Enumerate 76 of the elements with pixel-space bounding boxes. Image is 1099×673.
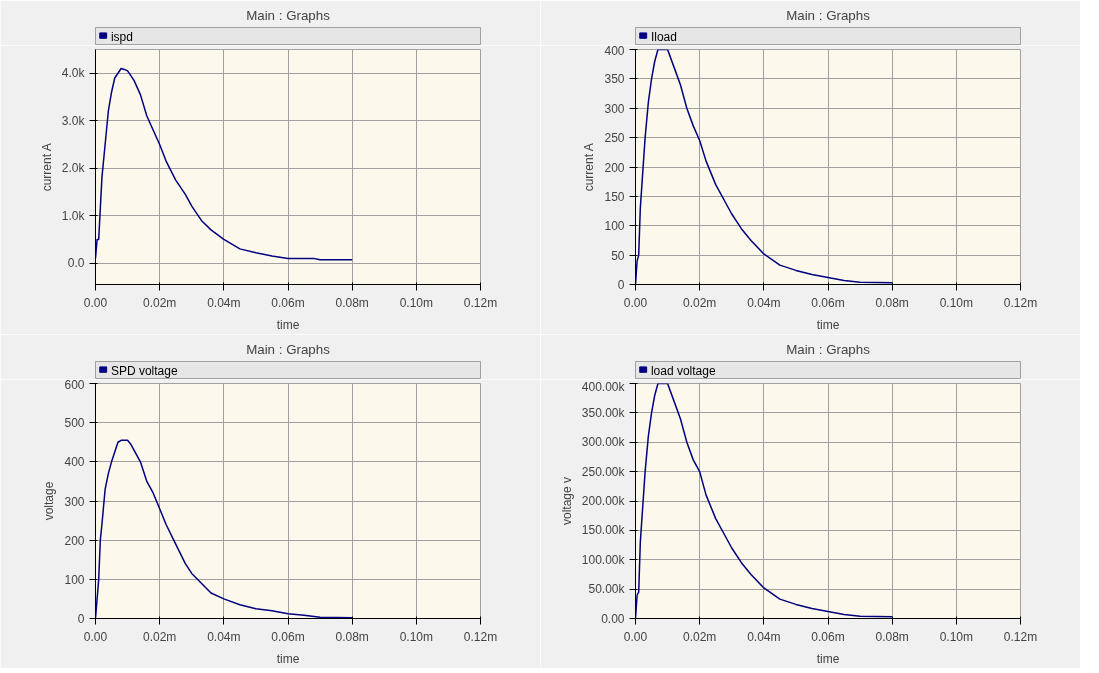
x-axis-title: time <box>816 317 840 332</box>
x-tick-label: 0.02m <box>682 629 717 644</box>
x-tick-label: 0.10m <box>939 295 974 310</box>
x-tick-label: 0.00 <box>623 629 648 644</box>
x-axis-title: time <box>816 651 840 666</box>
y-axis-title: current A <box>39 143 54 192</box>
chart-title: Main : Graphs <box>786 341 871 357</box>
y-tick-label: 50.00k <box>588 582 626 597</box>
x-tick-label: 0.04m <box>207 629 241 644</box>
x-tick-label: 0.00 <box>623 295 648 310</box>
x-tick-label: 0.06m <box>271 629 305 644</box>
y-tick-label: 0 <box>617 278 625 292</box>
x-axis-title: time <box>276 651 300 666</box>
x-tick-label: 0.06m <box>811 295 845 310</box>
y-tick-label: 400 <box>604 43 625 58</box>
y-tick-label: 500 <box>64 416 85 431</box>
x-axis-title: time <box>276 317 300 332</box>
y-tick-label: 250 <box>604 131 625 146</box>
x-tick-label: 0.08m <box>335 629 369 644</box>
y-tick-label: 100 <box>64 572 85 587</box>
x-tick-label: 0.08m <box>335 295 369 310</box>
x-tick-label: 0.06m <box>811 629 845 644</box>
line-series <box>95 67 353 261</box>
y-tick-label: 200 <box>64 533 85 548</box>
x-tick-label: 0.02m <box>682 295 717 310</box>
legend-label: ispd <box>110 29 133 44</box>
y-tick-label: 400 <box>64 455 85 470</box>
chart-title: Main : Graphs <box>786 7 871 23</box>
y-axis-title: current A <box>582 143 597 192</box>
legend-label: load voltage <box>650 363 716 378</box>
y-tick-label: 0.0 <box>67 256 85 271</box>
line-series <box>95 439 353 619</box>
legend-label: SPD voltage <box>110 363 178 378</box>
x-tick-label: 0.08m <box>875 629 909 644</box>
y-axis-title: voltage <box>42 481 57 521</box>
x-tick-label: 0.12m <box>463 629 498 644</box>
y-tick-label: 200 <box>604 160 625 175</box>
x-tick-label: 0.02m <box>142 629 177 644</box>
y-tick-label: 2.0k <box>61 161 86 176</box>
x-tick-label: 0.12m <box>1003 629 1038 644</box>
y-tick-label: 4.0k <box>61 66 86 81</box>
x-tick-label: 0.10m <box>399 295 434 310</box>
y-tick-label: 0.00 <box>601 611 625 626</box>
x-tick-label: 0.12m <box>1003 295 1038 310</box>
chart-title: Main : Graphs <box>246 7 331 23</box>
x-tick-label: 0.04m <box>747 295 781 310</box>
x-tick-label: 0.00 <box>83 629 108 644</box>
chart-title: Main : Graphs <box>246 341 331 357</box>
x-tick-label: 0.06m <box>271 295 305 310</box>
x-tick-label: 0.02m <box>142 295 177 310</box>
x-tick-label: 0.04m <box>207 295 241 310</box>
y-tick-label: 150.00k <box>581 523 626 538</box>
y-tick-label: 600 <box>64 377 85 392</box>
y-tick-label: 3.0k <box>61 113 86 128</box>
y-tick-label: 0 <box>77 612 85 626</box>
y-tick-label: 50 <box>611 248 625 263</box>
y-tick-label: 350 <box>604 72 625 87</box>
x-tick-label: 0.04m <box>747 629 781 644</box>
y-tick-label: 150 <box>604 189 625 204</box>
y-tick-label: 100 <box>604 219 625 234</box>
y-tick-label: 100.00k <box>581 552 626 567</box>
y-tick-label: 400.00k <box>581 379 626 394</box>
x-tick-label: 0.00 <box>83 295 108 310</box>
legend-label: Iload <box>650 29 677 44</box>
y-tick-label: 250.00k <box>581 464 626 479</box>
x-tick-label: 0.08m <box>875 295 909 310</box>
x-tick-label: 0.12m <box>463 295 498 310</box>
y-tick-label: 300.00k <box>581 435 626 450</box>
y-tick-label: 1.0k <box>61 208 86 223</box>
x-tick-label: 0.10m <box>939 629 974 644</box>
y-axis-title: voltage v <box>559 476 574 526</box>
y-tick-label: 200.00k <box>581 494 626 508</box>
x-tick-label: 0.10m <box>399 629 434 644</box>
y-tick-label: 350.00k <box>581 405 626 420</box>
y-tick-label: 300 <box>604 101 625 116</box>
y-tick-label: 300 <box>64 494 85 509</box>
